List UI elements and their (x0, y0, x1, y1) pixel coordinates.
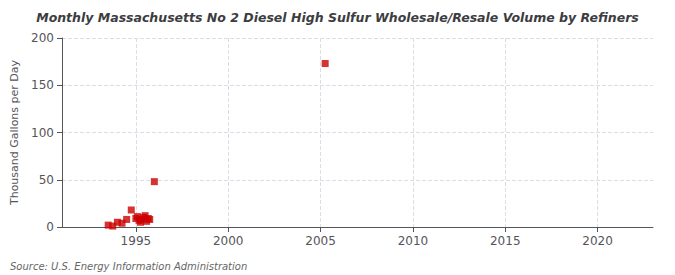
svg-text:2020: 2020 (582, 234, 613, 248)
svg-text:Thousand Gallons per Day: Thousand Gallons per Day (8, 59, 21, 206)
svg-text:150: 150 (31, 78, 54, 92)
svg-text:50: 50 (39, 173, 54, 187)
svg-text:200: 200 (31, 31, 54, 45)
svg-text:100: 100 (31, 126, 54, 140)
svg-text:2000: 2000 (213, 234, 244, 248)
svg-text:Monthly Massachusetts No 2 Die: Monthly Massachusetts No 2 Diesel High S… (36, 10, 639, 25)
svg-text:1995: 1995 (121, 234, 152, 248)
svg-text:2005: 2005 (305, 234, 336, 248)
svg-text:Source: U.S. Energy Informatio: Source: U.S. Energy Information Administ… (10, 261, 247, 272)
svg-text:2015: 2015 (490, 234, 521, 248)
svg-text:2010: 2010 (398, 234, 429, 248)
svg-text:0: 0 (46, 220, 54, 234)
